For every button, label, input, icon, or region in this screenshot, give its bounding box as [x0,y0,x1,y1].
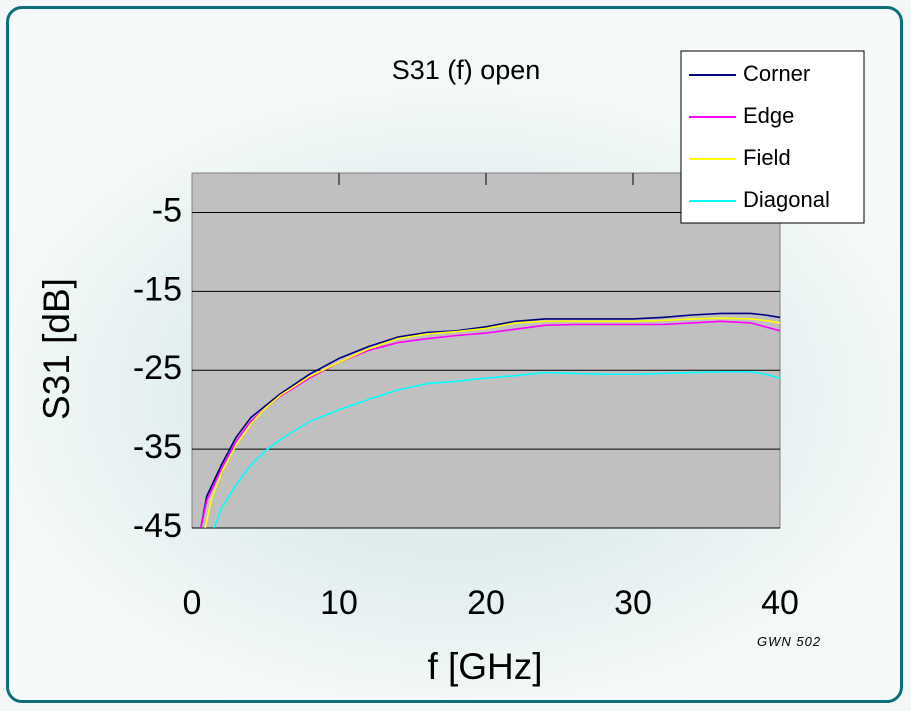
series-line-diagonal [213,370,781,529]
x-tick-label-3: 30 [614,584,652,622]
y-tick-labels: -5 -15 -25 -35 -45 [133,191,182,545]
legend-box [680,50,865,224]
tick-marks [338,173,634,185]
legend-label-corner: Corner [743,61,810,86]
y-tick-label-2: -25 [133,349,182,387]
y-tick-label-4: -45 [133,507,182,545]
series-layer [200,312,781,529]
y-tick-label-0: -5 [152,191,182,229]
series-line-edge [200,320,781,529]
x-axis-label: f [GHz] [427,646,542,687]
plot-area [191,172,781,529]
legend-label-diagonal: Diagonal [743,187,830,212]
x-tick-label-0: 0 [183,584,202,622]
legend-label-field: Field [743,145,791,170]
x-tick-label-4: 40 [761,584,799,622]
chart: -5 -15 -25 -35 -45 0 10 20 30 40 S31 (f) open S3… [36,50,865,687]
y-tick-label-3: -35 [133,428,182,466]
legend-label-edge: Edge [743,103,794,128]
y-tick-label-1: -15 [133,270,182,308]
series-line-field [204,317,781,529]
y-axis-label: S31 [dB] [36,278,77,420]
x-tick-label-1: 10 [320,584,358,622]
x-tick-labels: 0 10 20 30 40 [183,584,799,622]
figure-note: GWN 502 [757,634,821,649]
chart-title: S31 (f) open [392,55,541,85]
x-tick-label-2: 20 [467,584,505,622]
legend: Corner Edge Field Diagonal [680,50,865,224]
slide-frame: -5 -15 -25 -35 -45 0 10 20 30 40 S31 (f) open S3… [6,6,903,703]
